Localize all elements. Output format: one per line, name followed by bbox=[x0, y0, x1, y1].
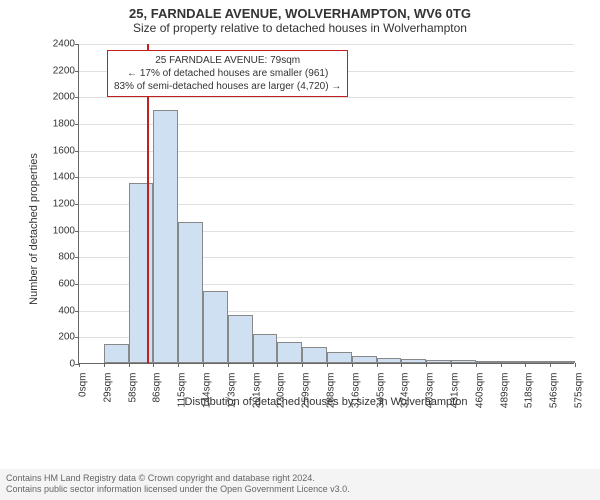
x-tick bbox=[203, 363, 204, 367]
annotation-line-3: 83% of semi-detached houses are larger (… bbox=[114, 80, 341, 93]
y-tick-label: 2000 bbox=[53, 92, 79, 103]
x-tick-label: 460sqm bbox=[474, 369, 485, 409]
histogram-bar bbox=[104, 344, 129, 363]
x-tick bbox=[228, 363, 229, 367]
x-tick-label: 86sqm bbox=[152, 369, 163, 403]
title-block: 25, FARNDALE AVENUE, WOLVERHAMPTON, WV6 … bbox=[0, 0, 600, 35]
x-tick bbox=[104, 363, 105, 367]
histogram-bar bbox=[178, 222, 203, 363]
x-tick bbox=[277, 363, 278, 367]
plot-area: 0200400600800100012001400160018002000220… bbox=[78, 44, 574, 364]
y-tick-label: 1600 bbox=[53, 145, 79, 156]
x-tick-label: 29sqm bbox=[102, 369, 113, 403]
gridline bbox=[79, 44, 574, 45]
x-tick bbox=[451, 363, 452, 367]
x-tick bbox=[129, 363, 130, 367]
histogram-bar bbox=[550, 361, 575, 363]
y-tick-label: 2200 bbox=[53, 65, 79, 76]
y-tick-label: 400 bbox=[58, 305, 79, 316]
x-tick bbox=[401, 363, 402, 367]
annotation-box: 25 FARNDALE AVENUE: 79sqm ← 17% of detac… bbox=[107, 50, 348, 97]
x-tick-label: 546sqm bbox=[549, 369, 560, 409]
histogram-bar bbox=[377, 358, 402, 363]
y-tick-label: 800 bbox=[58, 252, 79, 263]
x-tick bbox=[501, 363, 502, 367]
histogram-bar bbox=[302, 347, 327, 363]
y-tick-label: 2400 bbox=[53, 39, 79, 50]
x-tick bbox=[377, 363, 378, 367]
footer-line-2: Contains public sector information licen… bbox=[6, 484, 594, 496]
x-tick-label: 58sqm bbox=[127, 369, 138, 403]
x-axis-label: Distribution of detached houses by size … bbox=[185, 396, 468, 408]
x-tick bbox=[178, 363, 179, 367]
page-subtitle: Size of property relative to detached ho… bbox=[0, 21, 600, 35]
x-tick bbox=[352, 363, 353, 367]
histogram-bar bbox=[451, 360, 476, 363]
x-tick bbox=[575, 363, 576, 367]
y-axis-label: Number of detached properties bbox=[28, 153, 40, 305]
page-title: 25, FARNDALE AVENUE, WOLVERHAMPTON, WV6 … bbox=[0, 6, 600, 21]
histogram-bar bbox=[352, 356, 377, 363]
histogram-bar bbox=[327, 352, 352, 363]
x-tick bbox=[153, 363, 154, 367]
histogram-bar bbox=[203, 291, 228, 363]
x-tick bbox=[476, 363, 477, 367]
histogram-bar bbox=[401, 359, 426, 363]
y-tick-label: 600 bbox=[58, 279, 79, 290]
annotation-line-1: 25 FARNDALE AVENUE: 79sqm bbox=[114, 54, 341, 67]
y-tick-label: 200 bbox=[58, 332, 79, 343]
x-tick-label: 489sqm bbox=[499, 369, 510, 409]
x-tick-label: 518sqm bbox=[524, 369, 535, 409]
histogram-bar bbox=[501, 361, 526, 363]
x-tick bbox=[426, 363, 427, 367]
y-tick-label: 1400 bbox=[53, 172, 79, 183]
x-tick bbox=[302, 363, 303, 367]
x-tick-label: 0sqm bbox=[78, 369, 89, 397]
x-tick bbox=[525, 363, 526, 367]
x-tick-label: 575sqm bbox=[574, 369, 585, 409]
footer: Contains HM Land Registry data © Crown c… bbox=[0, 469, 600, 500]
histogram-bar bbox=[277, 342, 302, 363]
histogram-bar bbox=[253, 334, 278, 363]
histogram-bar bbox=[129, 183, 154, 363]
gridline bbox=[79, 97, 574, 98]
annotation-line-2: ← 17% of detached houses are smaller (96… bbox=[114, 67, 341, 80]
histogram-bar bbox=[426, 360, 451, 363]
y-tick-label: 1000 bbox=[53, 225, 79, 236]
footer-line-1: Contains HM Land Registry data © Crown c… bbox=[6, 473, 594, 485]
y-tick-label: 1200 bbox=[53, 199, 79, 210]
histogram-bar bbox=[228, 315, 253, 363]
x-tick bbox=[550, 363, 551, 367]
y-tick-label: 1800 bbox=[53, 119, 79, 130]
x-tick bbox=[327, 363, 328, 367]
chart-container: Number of detached properties 0200400600… bbox=[36, 44, 578, 414]
histogram-bar bbox=[525, 361, 550, 363]
x-tick bbox=[79, 363, 80, 367]
histogram-bar bbox=[476, 361, 501, 363]
x-tick bbox=[253, 363, 254, 367]
histogram-bar bbox=[153, 110, 178, 363]
